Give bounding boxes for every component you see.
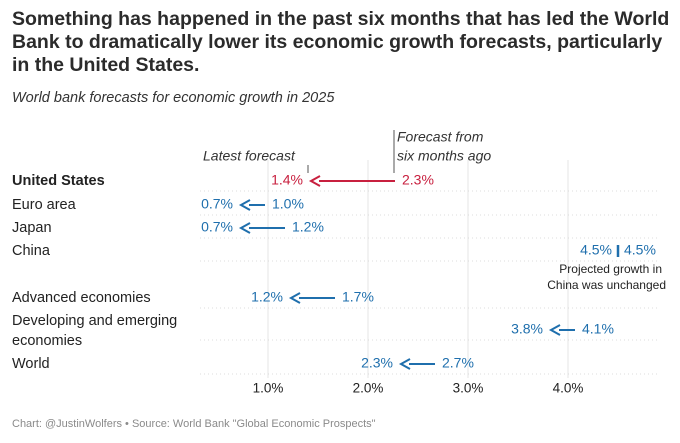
gridlines	[200, 160, 658, 378]
dumbbell-chart: Latest forecast Forecast from six months a…	[12, 129, 666, 396]
change-arrow-head	[308, 175, 321, 187]
china-note-line2: China was unchanged	[547, 278, 666, 292]
data-rows: United States 1.4% 2.3% Euro area 0.7% 1.0% Ja…	[12, 172, 656, 372]
prior-value-label: 4.5%	[624, 242, 656, 258]
latest-value-label: 2.3%	[361, 355, 393, 371]
annotations: Latest forecast Forecast from six months a…	[203, 129, 666, 292]
data-row: United States 1.4% 2.3%	[12, 172, 434, 189]
row-label: economies	[12, 333, 82, 349]
prior-value-label: 1.7%	[342, 289, 374, 305]
prior-value-label: 1.2%	[292, 219, 324, 235]
change-arrow-head	[288, 292, 301, 304]
latest-value-label: 1.2%	[251, 289, 283, 305]
latest-value-label: 0.7%	[201, 196, 233, 212]
prior-value-label: 4.1%	[582, 321, 614, 337]
data-row: China 4.5% 4.5%	[12, 242, 656, 259]
latest-forecast-annotation: Latest forecast	[203, 148, 296, 164]
data-row: Advanced economies 1.2% 1.7%	[12, 289, 374, 306]
prior-forecast-annotation-line1: Forecast from	[397, 129, 484, 145]
data-row: Japan 0.7% 1.2%	[12, 219, 324, 236]
x-tick-label: 3.0%	[453, 381, 484, 396]
change-arrow-head	[238, 222, 251, 234]
row-label: Advanced economies	[12, 290, 151, 306]
latest-value-label: 0.7%	[201, 219, 233, 235]
china-note-line1: Projected growth in	[559, 262, 662, 276]
chart-subtitle: World bank forecasts for economic growth…	[12, 90, 335, 106]
latest-value-label: 4.5%	[580, 242, 612, 258]
row-label: Euro area	[12, 197, 77, 213]
prior-value-label: 2.7%	[442, 355, 474, 371]
change-arrow-head	[238, 199, 251, 211]
row-label: United States	[12, 173, 105, 189]
latest-value-label: 3.8%	[511, 321, 543, 337]
prior-forecast-annotation-line2: six months ago	[397, 148, 491, 164]
change-arrow-head	[548, 324, 561, 336]
row-label: World	[12, 356, 50, 372]
data-row: Euro area 0.7% 1.0%	[12, 196, 304, 213]
latest-value-label: 1.4%	[271, 172, 303, 188]
x-tick-label: 1.0%	[253, 381, 284, 396]
data-row: World 2.3% 2.7%	[12, 355, 474, 372]
x-tick-label: 2.0%	[353, 381, 384, 396]
row-label: Developing and emerging	[12, 313, 177, 329]
chart-title: Something has happened in the past six m…	[12, 8, 670, 76]
data-row: Developing and emerging economies 3.8% 4.1%	[12, 313, 614, 349]
change-arrow-head	[398, 358, 411, 370]
x-tick-label: 4.0%	[553, 381, 584, 396]
prior-value-label: 1.0%	[272, 196, 304, 212]
prior-value-label: 2.3%	[402, 172, 434, 188]
row-label: China	[12, 243, 51, 259]
chart-credit: Chart: @JustinWolfers • Source: World Ba…	[12, 418, 376, 430]
x-axis-ticks: 1.0% 2.0% 3.0% 4.0%	[253, 381, 584, 396]
row-label: Japan	[12, 220, 52, 236]
